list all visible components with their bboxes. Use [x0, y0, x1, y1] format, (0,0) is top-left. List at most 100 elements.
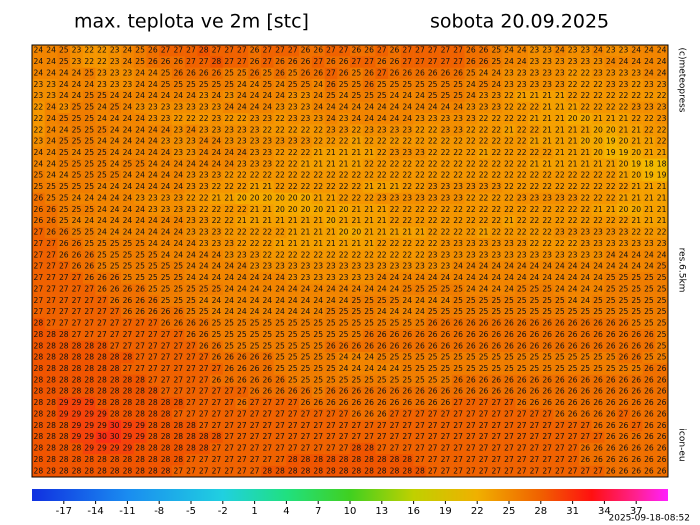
- temperature-value: 26: [390, 68, 400, 77]
- temperature-cell: [260, 261, 274, 273]
- temperature-value: 22: [517, 171, 527, 180]
- temperature-value: 19: [606, 137, 616, 146]
- temperature-value: 28: [199, 46, 209, 55]
- temperature-value: 27: [441, 466, 451, 475]
- temperature-value: 24: [491, 284, 501, 293]
- temperature-cell: [146, 442, 160, 455]
- temperature-value: 22: [580, 216, 590, 225]
- temperature-cell: [82, 147, 96, 159]
- temperature-cell: [210, 420, 224, 432]
- temperature-cell: [286, 306, 300, 319]
- temperature-value: 26: [466, 319, 476, 328]
- temperature-value: 27: [110, 319, 120, 328]
- temperature-value: 25: [34, 171, 44, 180]
- temperature-value: 28: [148, 444, 158, 453]
- temperature-value: 22: [237, 205, 247, 214]
- temperature-cell: [578, 113, 592, 125]
- temperature-value: 24: [123, 125, 133, 134]
- temperature-value: 25: [123, 262, 133, 271]
- temperature-value: 24: [186, 250, 196, 259]
- temperature-cell: [451, 192, 465, 205]
- temperature-value: 27: [250, 398, 260, 407]
- temperature-value: 26: [453, 375, 463, 384]
- temperature-value: 24: [123, 91, 133, 100]
- temperature-cell: [515, 90, 529, 103]
- temperature-value: 26: [504, 319, 514, 328]
- temperature-value: 21: [555, 114, 565, 123]
- temperature-value: 25: [326, 330, 336, 339]
- temperature-cell: [248, 45, 262, 57]
- temperature-value: 23: [186, 171, 196, 180]
- temperature-value: 23: [313, 114, 323, 123]
- temperature-value: 27: [97, 296, 107, 305]
- temperature-value: 25: [352, 375, 362, 384]
- temperature-value: 24: [275, 91, 285, 100]
- temperature-cell: [451, 238, 465, 250]
- temperature-value: 23: [212, 103, 222, 112]
- temperature-value: 24: [262, 307, 272, 316]
- temperature-cell: [32, 170, 46, 182]
- temperature-cell: [604, 101, 618, 114]
- temperature-cell: [388, 295, 402, 307]
- temperature-value: 24: [504, 57, 514, 66]
- temperature-value: 26: [530, 375, 540, 384]
- temperature-cell: [362, 408, 376, 421]
- temperature-value: 23: [568, 193, 578, 202]
- temperature-value: 27: [72, 319, 82, 328]
- temperature-cell: [108, 113, 122, 125]
- temperature-cell: [299, 442, 313, 455]
- temperature-cell: [451, 124, 465, 137]
- colorbar-label: 13: [375, 506, 388, 517]
- temperature-cell: [197, 420, 211, 432]
- temperature-cell: [400, 306, 414, 319]
- temperature-value: 21: [364, 148, 374, 157]
- temperature-cell: [617, 272, 631, 285]
- temperature-cell: [400, 386, 414, 398]
- temperature-cell: [591, 170, 605, 182]
- temperature-cell: [540, 147, 554, 159]
- temperature-value: 27: [250, 466, 260, 475]
- temperature-cell: [350, 67, 364, 80]
- temperature-value: 23: [555, 228, 565, 237]
- temperature-cell: [44, 431, 58, 444]
- temperature-cell: [171, 408, 185, 421]
- temperature-value: 27: [530, 466, 540, 475]
- temperature-cell: [311, 215, 325, 228]
- temperature-value: 26: [517, 319, 527, 328]
- temperature-value: 27: [59, 296, 69, 305]
- temperature-cell: [273, 340, 287, 353]
- temperature-value: 25: [352, 319, 362, 328]
- temperature-cell: [133, 272, 147, 285]
- temperature-cell: [197, 397, 211, 410]
- temperature-value: 22: [542, 182, 552, 191]
- temperature-value: 24: [352, 103, 362, 112]
- temperature-cell: [591, 306, 605, 319]
- temperature-value: 26: [123, 284, 133, 293]
- temperature-cell: [95, 374, 109, 387]
- temperature-cell: [439, 397, 453, 410]
- temperature-value: 26: [657, 387, 667, 396]
- temperature-value: 26: [212, 375, 222, 384]
- temperature-value: 27: [110, 330, 120, 339]
- temperature-value: 27: [224, 46, 234, 55]
- temperature-value: 24: [123, 205, 133, 214]
- temperature-value: 25: [173, 80, 183, 89]
- temperature-value: 23: [313, 273, 323, 282]
- temperature-value: 27: [301, 432, 311, 441]
- temperature-cell: [540, 249, 554, 262]
- temperature-value: 25: [326, 364, 336, 373]
- temperature-cell: [439, 90, 453, 103]
- temperature-value: 22: [517, 148, 527, 157]
- temperature-cell: [489, 181, 503, 194]
- temperature-value: 26: [224, 375, 234, 384]
- temperature-cell: [324, 340, 338, 353]
- temperature-value: 27: [504, 421, 514, 430]
- temperature-value: 21: [262, 216, 272, 225]
- temperature-value: 26: [364, 46, 374, 55]
- temperature-cell: [57, 363, 71, 375]
- temperature-cell: [350, 306, 364, 319]
- temperature-value: 25: [135, 273, 145, 282]
- temperature-cell: [146, 386, 160, 398]
- temperature-value: 23: [72, 57, 82, 66]
- temperature-cell: [44, 408, 58, 421]
